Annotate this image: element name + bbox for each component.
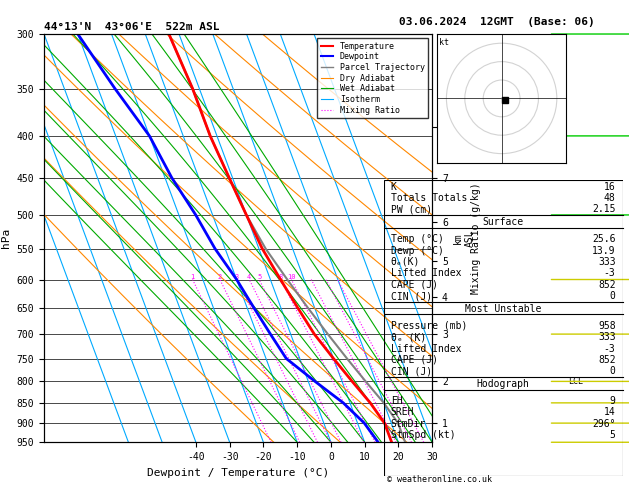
Text: LCL: LCL: [568, 377, 583, 386]
Text: 25.6: 25.6: [592, 234, 616, 244]
Text: CAPE (J): CAPE (J): [391, 280, 438, 290]
Text: © weatheronline.co.uk: © weatheronline.co.uk: [387, 475, 492, 484]
Text: 14: 14: [604, 407, 616, 417]
Text: 03.06.2024  12GMT  (Base: 06): 03.06.2024 12GMT (Base: 06): [399, 17, 595, 27]
Text: 16: 16: [604, 182, 616, 191]
Text: 852: 852: [598, 355, 616, 365]
Text: StmSpd (kt): StmSpd (kt): [391, 430, 455, 440]
Text: 296°: 296°: [592, 419, 616, 429]
X-axis label: Dewpoint / Temperature (°C): Dewpoint / Temperature (°C): [147, 468, 329, 478]
Text: 4: 4: [247, 274, 252, 279]
Text: 8: 8: [279, 274, 283, 279]
Text: 0: 0: [610, 291, 616, 301]
Text: 1: 1: [191, 274, 195, 279]
Text: SREH: SREH: [391, 407, 415, 417]
Text: EH: EH: [391, 396, 403, 406]
Text: 2: 2: [218, 274, 222, 279]
Text: θₑ (K): θₑ (K): [391, 332, 426, 342]
Text: Hodograph: Hodograph: [477, 379, 530, 389]
Text: Lifted Index: Lifted Index: [391, 268, 461, 278]
Text: 5: 5: [610, 430, 616, 440]
Text: Surface: Surface: [482, 217, 524, 227]
Text: Pressure (mb): Pressure (mb): [391, 321, 467, 331]
Y-axis label: hPa: hPa: [1, 228, 11, 248]
Text: Temp (°C): Temp (°C): [391, 234, 443, 244]
Text: Totals Totals: Totals Totals: [391, 193, 467, 203]
Y-axis label: km
ASL: km ASL: [454, 229, 475, 247]
Legend: Temperature, Dewpoint, Parcel Trajectory, Dry Adiabat, Wet Adiabat, Isotherm, Mi: Temperature, Dewpoint, Parcel Trajectory…: [317, 38, 428, 118]
Text: 333: 333: [598, 257, 616, 267]
Text: K: K: [391, 182, 397, 191]
Text: kt: kt: [439, 38, 449, 47]
Text: 3: 3: [235, 274, 239, 279]
Text: θₑ(K): θₑ(K): [391, 257, 420, 267]
Text: CIN (J): CIN (J): [391, 291, 432, 301]
Text: 958: 958: [598, 321, 616, 331]
Text: 10: 10: [287, 274, 296, 279]
Text: Mixing Ratio (g/kg): Mixing Ratio (g/kg): [471, 182, 481, 294]
Text: 48: 48: [604, 193, 616, 203]
Text: 44°13'N  43°06'E  522m ASL: 44°13'N 43°06'E 522m ASL: [44, 22, 220, 32]
Text: CIN (J): CIN (J): [391, 366, 432, 376]
Text: 13.9: 13.9: [592, 245, 616, 256]
Text: 5: 5: [257, 274, 261, 279]
Text: 0: 0: [610, 366, 616, 376]
Text: CAPE (J): CAPE (J): [391, 355, 438, 365]
Text: Dewp (°C): Dewp (°C): [391, 245, 443, 256]
Text: -3: -3: [604, 344, 616, 354]
Text: -3: -3: [604, 268, 616, 278]
Text: Most Unstable: Most Unstable: [465, 304, 542, 313]
Text: 2.15: 2.15: [592, 205, 616, 214]
Text: 9: 9: [610, 396, 616, 406]
Text: StmDir: StmDir: [391, 419, 426, 429]
Text: PW (cm): PW (cm): [391, 205, 432, 214]
Text: Lifted Index: Lifted Index: [391, 344, 461, 354]
Text: 333: 333: [598, 332, 616, 342]
Text: 852: 852: [598, 280, 616, 290]
